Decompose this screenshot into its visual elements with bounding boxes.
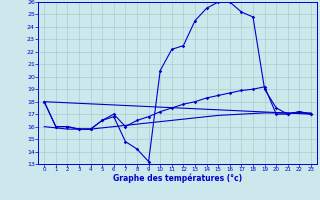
X-axis label: Graphe des températures (°c): Graphe des températures (°c) <box>113 174 242 183</box>
